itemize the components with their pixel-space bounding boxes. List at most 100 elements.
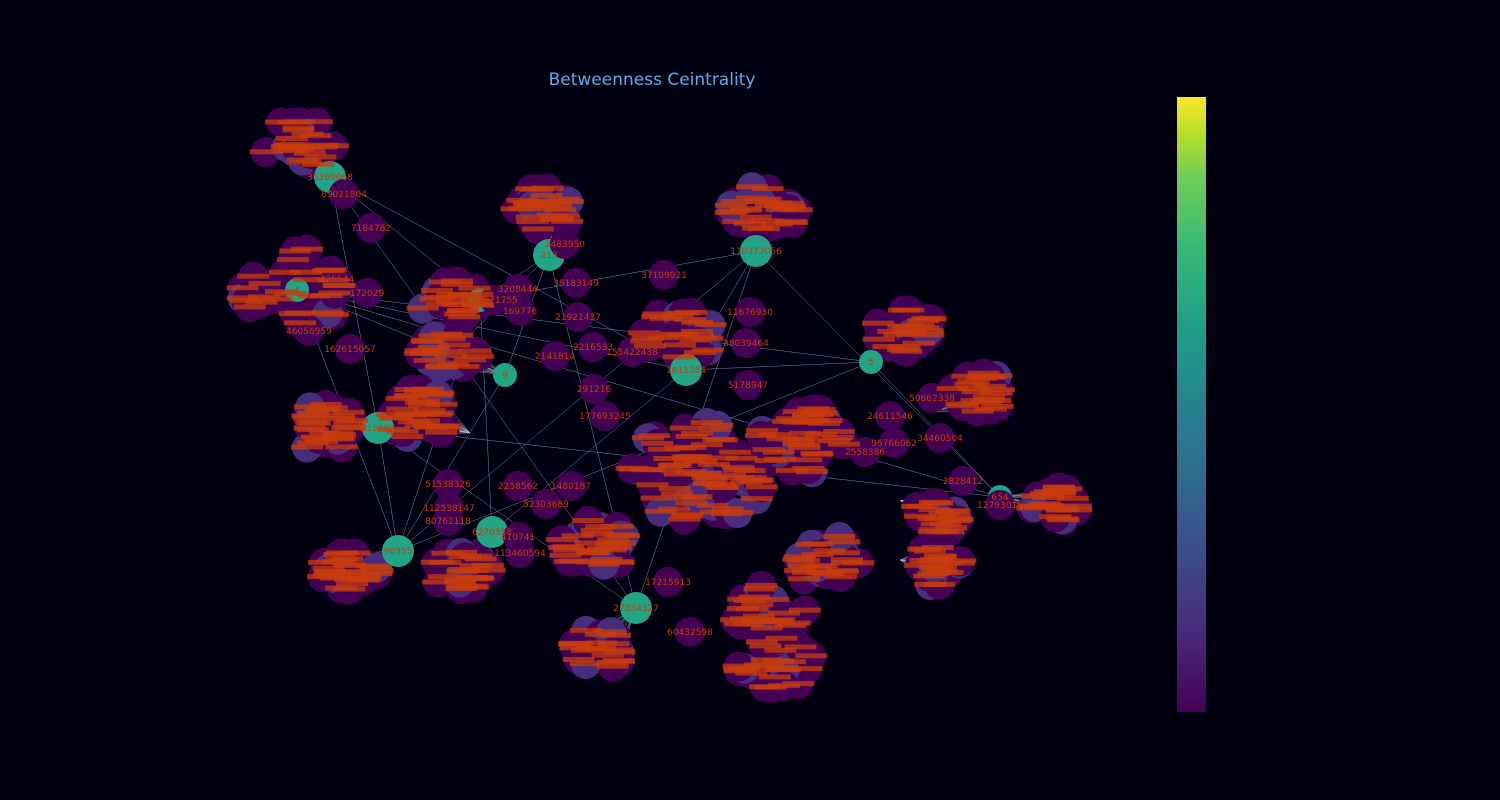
node-label-mark — [641, 440, 674, 446]
node-label-mark — [745, 639, 778, 645]
node-label-mark — [279, 248, 312, 254]
node-label-mark — [317, 143, 350, 149]
node-label-mark — [773, 659, 806, 665]
node-label-mark — [797, 417, 830, 423]
node-label-mark — [425, 401, 458, 407]
node-label-mark — [808, 420, 841, 426]
node-label-mark — [561, 640, 594, 646]
node-label-mark — [902, 322, 935, 328]
node-label: 52303689 — [523, 500, 569, 510]
node — [505, 538, 535, 568]
node-label-mark — [420, 288, 453, 294]
node-label-mark — [394, 387, 427, 393]
node-label-mark — [446, 308, 479, 314]
node-label-mark — [733, 468, 766, 474]
node-label-mark — [745, 582, 778, 588]
node-label-mark — [783, 567, 816, 573]
node-label-mark — [460, 298, 493, 304]
node-label: 21921437 — [555, 313, 601, 323]
node-label: 37109021 — [641, 271, 687, 281]
node-label-mark — [721, 510, 754, 516]
node-label-mark — [404, 348, 437, 354]
hub-label: 88 — [474, 296, 486, 306]
node-label-mark — [376, 411, 409, 417]
node-label-mark — [293, 277, 326, 283]
node-label-mark — [575, 547, 608, 553]
node-label-mark — [628, 330, 661, 336]
node-label-mark — [596, 663, 629, 669]
node-label-mark — [795, 653, 828, 659]
node-label: 2828412 — [943, 477, 983, 487]
node — [556, 471, 586, 501]
node-label-mark — [972, 394, 1005, 400]
node-label-mark — [722, 464, 755, 470]
node-label-mark — [818, 438, 851, 444]
node-label-mark — [690, 442, 723, 448]
node-label-mark — [796, 469, 829, 475]
node-label-mark — [603, 540, 636, 546]
node-label-mark — [336, 581, 369, 587]
node-label-mark — [673, 317, 706, 323]
node-label-mark — [741, 602, 774, 608]
node-label-mark — [1043, 491, 1076, 497]
node-label-mark — [711, 506, 744, 512]
node — [503, 274, 533, 304]
node-label-mark — [321, 436, 354, 442]
node-label-mark — [323, 415, 356, 421]
node — [735, 297, 765, 327]
node-label-mark — [1044, 489, 1077, 495]
node-label-mark — [581, 531, 614, 537]
node-label-mark — [1018, 503, 1051, 509]
node-label-mark — [540, 217, 573, 223]
node-label-mark — [910, 546, 943, 552]
node — [879, 428, 909, 458]
node-label-mark — [701, 422, 734, 428]
node-label-mark — [433, 336, 466, 342]
node-label-mark — [312, 565, 345, 571]
node-label-mark — [911, 315, 944, 321]
node-label-mark — [462, 353, 495, 359]
hub-label: 110373056 — [730, 247, 782, 257]
node-label-mark — [268, 269, 301, 275]
node-label-mark — [559, 645, 592, 651]
node-label: 60432598 — [667, 628, 713, 638]
node — [433, 506, 463, 536]
node-label-mark — [442, 301, 475, 307]
node-label-mark — [732, 621, 765, 627]
node-label-mark — [824, 574, 857, 580]
node — [335, 334, 365, 364]
hub-label: 219607 — [361, 424, 395, 434]
node-label-mark — [877, 328, 910, 334]
node-label-mark — [303, 436, 336, 442]
node-label: 46056959 — [286, 327, 332, 337]
node-label-mark — [298, 293, 331, 299]
node-label-mark — [823, 534, 856, 540]
node-label-mark — [324, 431, 357, 437]
node-label-mark — [648, 446, 681, 452]
node — [653, 567, 683, 597]
hub-label: 654 — [991, 493, 1008, 503]
node-label-mark — [923, 515, 956, 521]
node-label-mark — [449, 554, 482, 560]
node-label-mark — [407, 402, 440, 408]
node-label-mark — [982, 387, 1015, 393]
node-label-mark — [290, 444, 323, 450]
node-label-mark — [451, 294, 484, 300]
node-label-mark — [1056, 495, 1089, 501]
node-label-mark — [428, 424, 461, 430]
node-label: 291216 — [577, 385, 612, 395]
node — [985, 490, 1015, 520]
node-label-mark — [417, 345, 450, 351]
node — [875, 401, 905, 431]
hub-node — [740, 235, 772, 267]
node — [948, 466, 978, 496]
node — [503, 471, 533, 501]
node — [733, 370, 763, 400]
node-label-mark — [516, 202, 549, 208]
node-label-mark — [596, 659, 629, 665]
node-label-mark — [745, 484, 778, 490]
node-label-mark — [274, 142, 307, 148]
node-label-mark — [444, 311, 477, 317]
node-label-mark — [308, 407, 341, 413]
